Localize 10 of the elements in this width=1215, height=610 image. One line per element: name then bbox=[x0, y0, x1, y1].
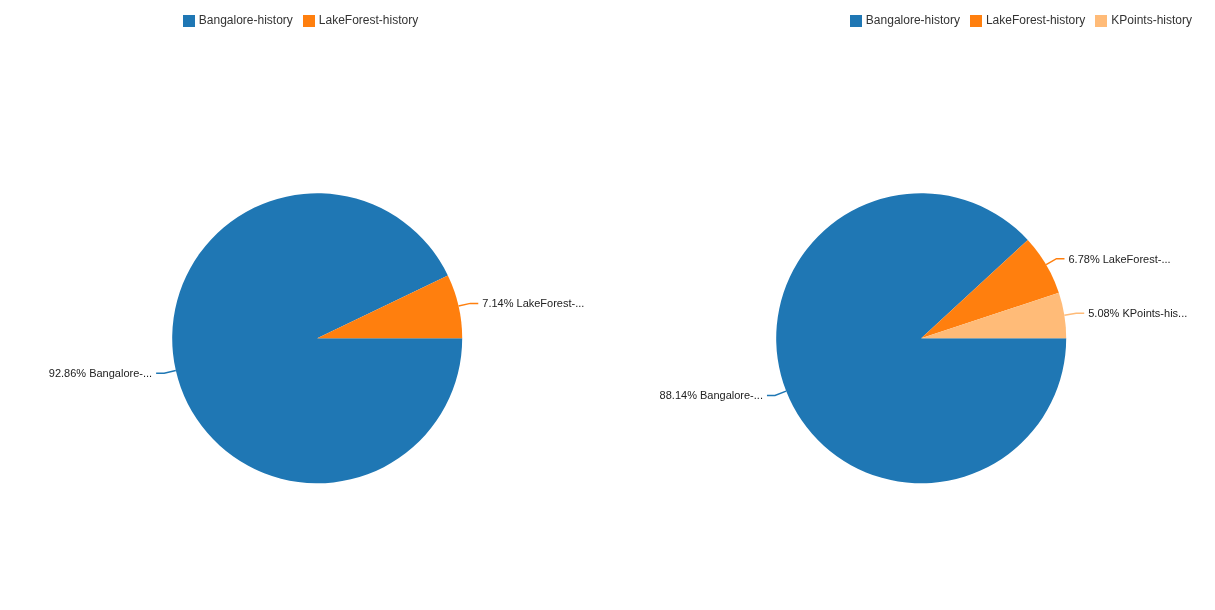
data-label: 7.14% LakeForest-... bbox=[482, 297, 585, 310]
data-label: 6.78% LakeForest-... bbox=[1068, 252, 1171, 265]
legend-label: KPoints-history bbox=[1111, 13, 1192, 27]
legend-label: LakeForest-history bbox=[318, 13, 419, 27]
legend-label: Bangalore-history bbox=[865, 13, 960, 27]
legend-label: Bangalore-history bbox=[198, 13, 293, 27]
data-label: 5.08% KPoints-his... bbox=[1088, 307, 1188, 320]
legend-label: LakeForest-history bbox=[985, 13, 1086, 27]
data-label: 92.86% Bangalore-... bbox=[48, 367, 153, 380]
data-label: 88.14% Bangalore-... bbox=[659, 389, 763, 402]
